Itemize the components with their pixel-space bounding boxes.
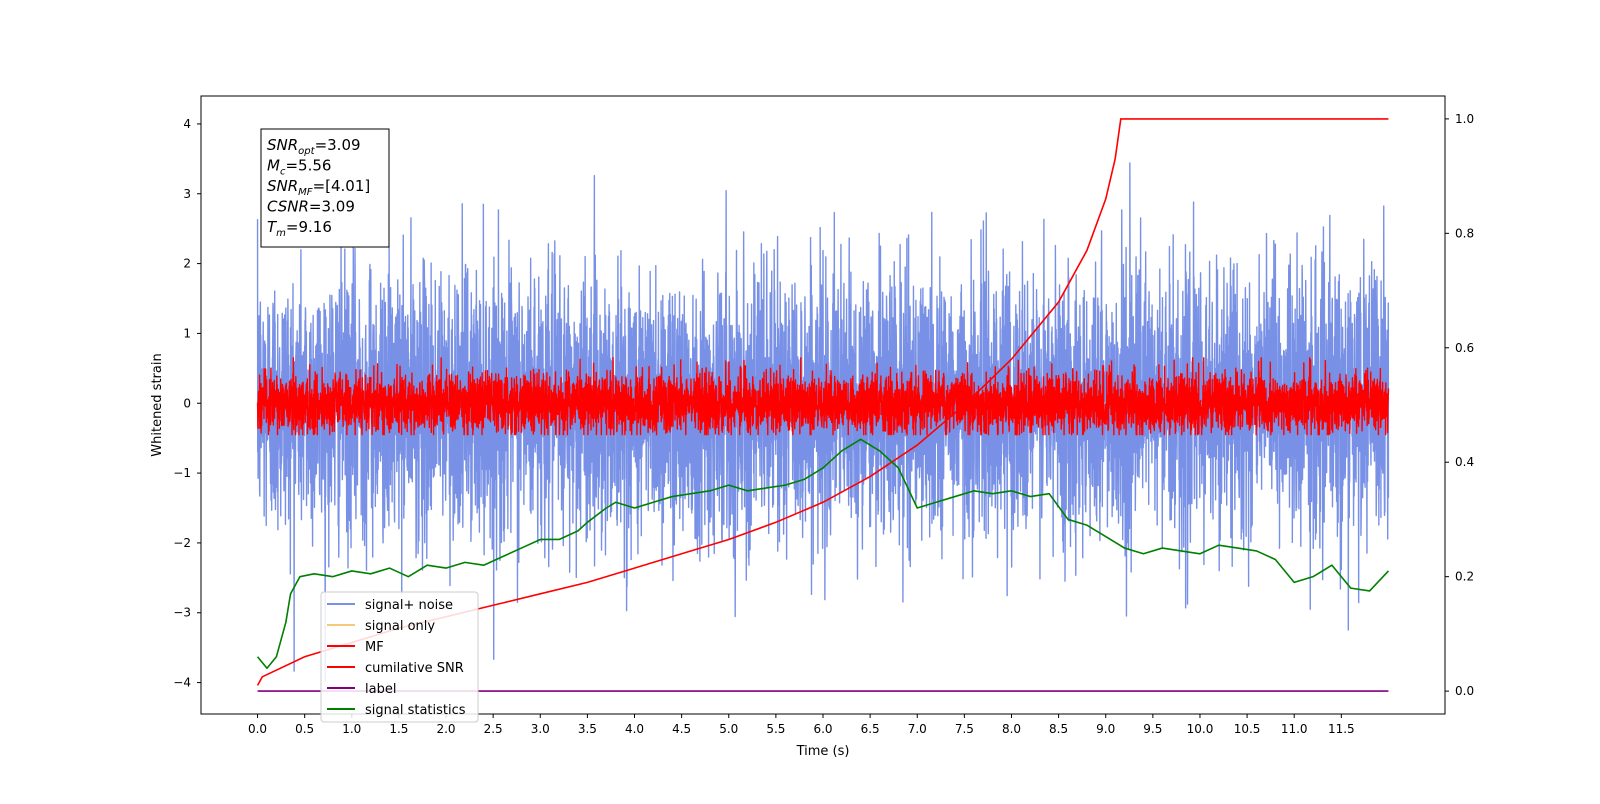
x-tick-label: 10.0 <box>1187 722 1214 736</box>
x-tick-label: 11.5 <box>1328 722 1355 736</box>
y-tick-label: −2 <box>173 536 191 550</box>
x-tick-label: 4.5 <box>672 722 691 736</box>
y-right-tick-label: 0.4 <box>1455 455 1474 469</box>
x-tick-label: 3.5 <box>578 722 597 736</box>
y-axis-right: 0.0 0.2 0.4 0.6 0.8 1.0 <box>1445 112 1474 698</box>
x-tick-label: 0.5 <box>295 722 314 736</box>
info-box-line: CSNR=3.09 <box>267 198 355 216</box>
y-tick-label: 1 <box>183 326 191 340</box>
y-tick-label: 3 <box>183 187 191 201</box>
x-tick-label: 1.0 <box>342 722 361 736</box>
x-tick-label: 9.5 <box>1143 722 1162 736</box>
legend-label: MF <box>365 640 384 655</box>
x-tick-label: 9.0 <box>1096 722 1115 736</box>
x-tick-label: 7.5 <box>955 722 974 736</box>
legend-label: signal+ noise <box>365 598 453 613</box>
y-tick-label: 0 <box>183 396 191 410</box>
series-signal-noise <box>256 162 1390 683</box>
series-signal-statistics <box>256 438 1390 670</box>
y-right-tick-label: 0.6 <box>1455 341 1474 355</box>
y-right-tick-label: 0.8 <box>1455 226 1474 240</box>
y-tick-label: −1 <box>173 466 191 480</box>
legend-label: cumilative SNR <box>365 661 464 676</box>
info-box-line: SNRopt=3.09 <box>267 136 361 157</box>
y-axis-left: −4 −3 −2 −1 0 1 2 3 4 <box>173 117 201 690</box>
x-tick-label: 6.5 <box>861 722 880 736</box>
info-box-frame <box>260 128 390 248</box>
x-tick-label: 11.0 <box>1281 722 1308 736</box>
y-tick-label: −4 <box>173 676 191 690</box>
x-tick-label: 10.5 <box>1234 722 1261 736</box>
x-tick-label: 6.0 <box>813 722 832 736</box>
x-tick-label: 5.0 <box>719 722 738 736</box>
x-tick-label: 3.0 <box>531 722 550 736</box>
x-tick-label: 8.0 <box>1002 722 1021 736</box>
x-tick-label: 0.0 <box>248 722 267 736</box>
y-tick-label: 4 <box>183 117 191 131</box>
x-axis: 0.0 0.5 1.0 1.5 2.0 2.5 3.0 3.5 4.0 4.5 5.0 5.5 6.0 6… <box>248 714 1355 736</box>
x-tick-label: 2.0 <box>436 722 455 736</box>
x-tick-label: 8.5 <box>1049 722 1068 736</box>
legend-frame <box>320 591 479 723</box>
info-box-line: Mc=5.56 <box>267 157 331 178</box>
y-right-tick-label: 1.0 <box>1455 112 1474 126</box>
series-mf <box>256 357 1390 436</box>
x-tick-label: 1.5 <box>389 722 408 736</box>
y-tick-label: 2 <box>183 257 191 271</box>
x-tick-label: 4.0 <box>625 722 644 736</box>
y-tick-label: −3 <box>173 606 191 620</box>
legend-label: signal only <box>365 619 435 634</box>
x-axis-label: Time (s) <box>796 744 850 759</box>
legend-label: label <box>365 682 396 697</box>
info-box-line: Tm=9.16 <box>267 218 332 239</box>
x-tick-label: 7.0 <box>908 722 927 736</box>
x-tick-label: 2.5 <box>484 722 503 736</box>
y-right-tick-label: 0.2 <box>1455 570 1474 584</box>
legend: signal+ noise signal only MF cumilative SNR… <box>320 591 479 723</box>
legend-label: signal statistics <box>365 703 466 718</box>
y-right-tick-label: 0.0 <box>1455 684 1474 698</box>
x-tick-label: 5.5 <box>766 722 785 736</box>
y-axis-label: Whitened strain <box>150 353 165 456</box>
info-box-line: SNRMF=[4.01] <box>267 177 370 198</box>
